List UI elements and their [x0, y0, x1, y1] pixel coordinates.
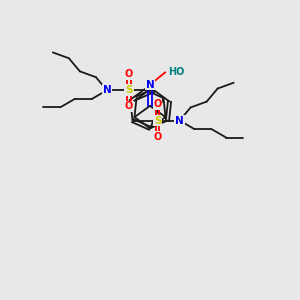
Text: O: O — [153, 132, 162, 142]
Text: N: N — [103, 85, 111, 95]
Text: O: O — [125, 69, 133, 79]
Text: O: O — [153, 99, 162, 110]
Text: O: O — [125, 101, 133, 112]
Text: N: N — [146, 80, 154, 90]
Text: HO: HO — [168, 67, 184, 77]
Text: S: S — [154, 116, 161, 125]
Text: N: N — [175, 116, 184, 125]
Text: S: S — [125, 85, 133, 95]
